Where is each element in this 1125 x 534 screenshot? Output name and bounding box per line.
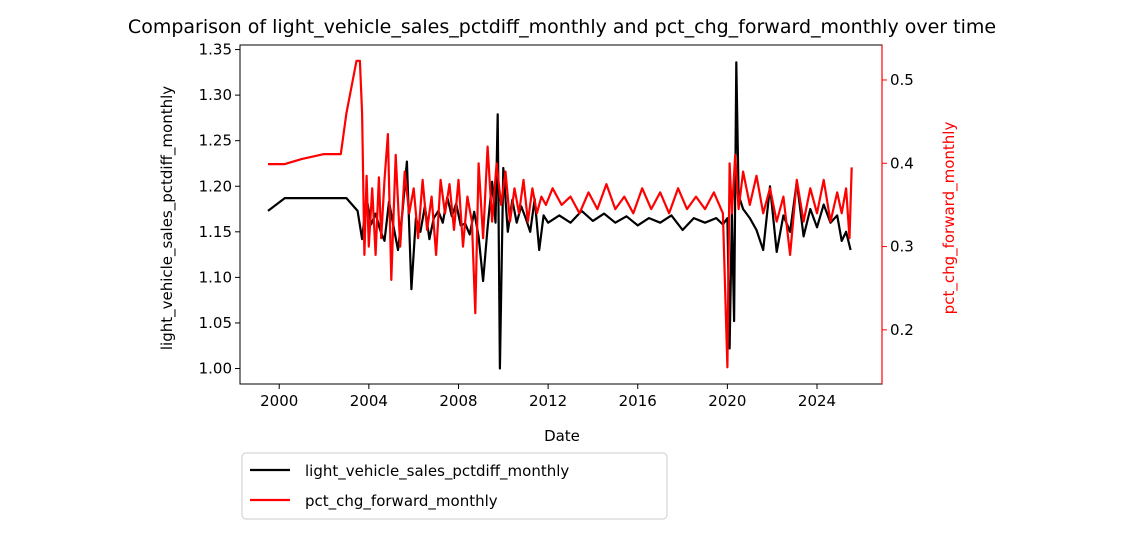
y-left-tick-label: 1.00 — [199, 360, 232, 378]
y-left-tick-label: 1.25 — [199, 132, 232, 150]
legend-label-light-vehicle-sales: light_vehicle_sales_pctdiff_monthly — [305, 462, 569, 481]
y-left-tick-label: 1.20 — [199, 177, 232, 195]
y-axis-left: 1.00 1.05 1.10 1.15 1.20 1.25 1.30 1.35 — [199, 41, 240, 378]
y-left-tick-label: 1.10 — [199, 268, 232, 286]
y-left-tick-label: 1.05 — [199, 314, 232, 332]
y-left-tick-label: 1.35 — [199, 41, 232, 59]
chart-title: Comparison of light_vehicle_sales_pctdif… — [128, 16, 996, 38]
y-left-tick-label: 1.30 — [199, 86, 232, 104]
y-right-tick-label: 0.3 — [890, 238, 914, 256]
x-tick-label: 2016 — [619, 392, 657, 410]
y-right-tick-label: 0.5 — [890, 71, 914, 89]
x-tick-label: 2004 — [350, 392, 388, 410]
legend: light_vehicle_sales_pctdiff_monthly pct_… — [241, 452, 668, 520]
x-axis-label: Date — [544, 427, 580, 445]
y-axis-right-label: pct_chg_forward_monthly — [940, 122, 959, 315]
x-tick-label: 2020 — [708, 392, 746, 410]
y-axis-left-label: light_vehicle_sales_pctdiff_monthly — [158, 86, 177, 350]
series-line-pct-chg-forward — [268, 59, 853, 369]
y-right-tick-label: 0.2 — [890, 321, 914, 339]
y-axis-right: 0.2 0.3 0.4 0.5 — [882, 71, 914, 339]
y-left-tick-label: 1.15 — [199, 223, 232, 241]
legend-label-pct-chg-forward: pct_chg_forward_monthly — [305, 492, 498, 511]
series-line-light-vehicle-sales — [267, 61, 852, 370]
x-tick-label: 2012 — [529, 392, 567, 410]
x-tick-label: 2000 — [260, 392, 298, 410]
x-tick-label: 2008 — [439, 392, 477, 410]
x-axis: 2000 2004 2008 2012 2016 2020 2024 — [260, 384, 836, 410]
legend-box — [241, 452, 668, 520]
y-right-tick-label: 0.4 — [890, 154, 914, 172]
x-tick-label: 2024 — [798, 392, 836, 410]
